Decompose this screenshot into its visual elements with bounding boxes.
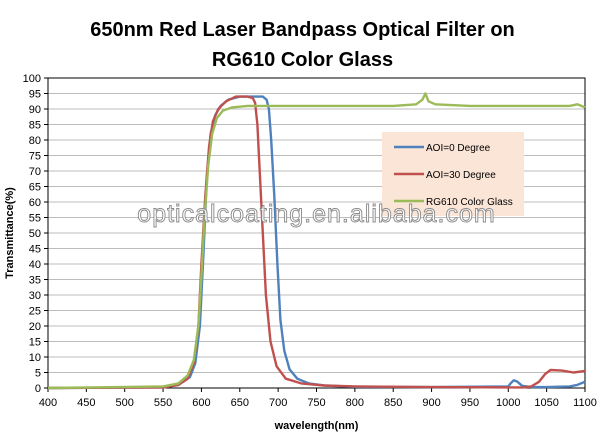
series-lines bbox=[47, 92, 586, 390]
y-tick-label: 15 bbox=[29, 337, 41, 349]
y-tick-label: 70 bbox=[29, 166, 41, 178]
legend-label-2: AOI=30 Degree bbox=[426, 170, 496, 181]
y-tick-label: 65 bbox=[29, 182, 41, 194]
series-line-3 bbox=[47, 92, 586, 390]
chart-title: 650nm Red Laser Bandpass Optical Filter … bbox=[90, 19, 515, 41]
y-tick-label: 45 bbox=[29, 244, 41, 256]
x-tick-label: 800 bbox=[346, 397, 364, 409]
y-tick-label: 10 bbox=[29, 352, 41, 364]
y-tick-label: 0 bbox=[35, 383, 41, 395]
x-tick-label: 1050 bbox=[534, 397, 558, 409]
x-tick-label: 550 bbox=[154, 397, 172, 409]
y-tick-label: 35 bbox=[29, 275, 41, 287]
x-tick-label: 650 bbox=[231, 397, 249, 409]
y-tick-label: 55 bbox=[29, 213, 41, 225]
x-tick-label: 600 bbox=[192, 397, 210, 409]
x-tick-label: 400 bbox=[39, 397, 57, 409]
y-tick-label: 75 bbox=[29, 151, 41, 163]
x-tick-label: 450 bbox=[77, 397, 95, 409]
y-axis-title: Transmittance(%) bbox=[4, 187, 16, 279]
y-tick-label: 30 bbox=[29, 290, 41, 302]
y-tick-label: 20 bbox=[29, 321, 41, 333]
x-axis-title: wavelength(nm) bbox=[274, 420, 359, 432]
gridlines bbox=[48, 77, 585, 389]
y-tick-label: 60 bbox=[29, 197, 41, 209]
axis-ticks: 0 5 10 15 20 25 30 35 40 45 50 55 60 65 70 75 80 85 90 95 10… bbox=[23, 73, 597, 409]
y-tick-label: 95 bbox=[29, 89, 41, 101]
y-tick-label: 50 bbox=[29, 228, 41, 240]
x-tick-label: 750 bbox=[307, 397, 325, 409]
legend-label-3: RG610 Color Glass bbox=[426, 197, 513, 208]
y-tick-label: 40 bbox=[29, 259, 41, 271]
x-tick-label: 950 bbox=[461, 397, 479, 409]
y-tick-label: 80 bbox=[29, 135, 41, 147]
legend: AOI=0 Degree AOI=30 Degree RG610 Color Gla… bbox=[382, 132, 524, 216]
y-tick-label: 90 bbox=[29, 104, 41, 116]
x-tick-label: 500 bbox=[116, 397, 134, 409]
y-tick-label: 25 bbox=[29, 306, 41, 318]
y-tick-label: 5 bbox=[35, 368, 41, 380]
x-tick-label: 1000 bbox=[496, 397, 520, 409]
y-tick-label: 85 bbox=[29, 120, 41, 132]
x-tick-label: 700 bbox=[269, 397, 287, 409]
y-tick-label: 100 bbox=[23, 73, 41, 85]
x-tick-label: 900 bbox=[422, 397, 440, 409]
legend-label-1: AOI=0 Degree bbox=[426, 143, 491, 154]
watermark-annotation: opticalcoating.en.alibaba.com bbox=[137, 200, 495, 228]
x-tick-label: 1100 bbox=[573, 397, 597, 409]
x-tick-label: 850 bbox=[384, 397, 402, 409]
chart-subtitle: RG610 Color Glass bbox=[211, 49, 394, 71]
